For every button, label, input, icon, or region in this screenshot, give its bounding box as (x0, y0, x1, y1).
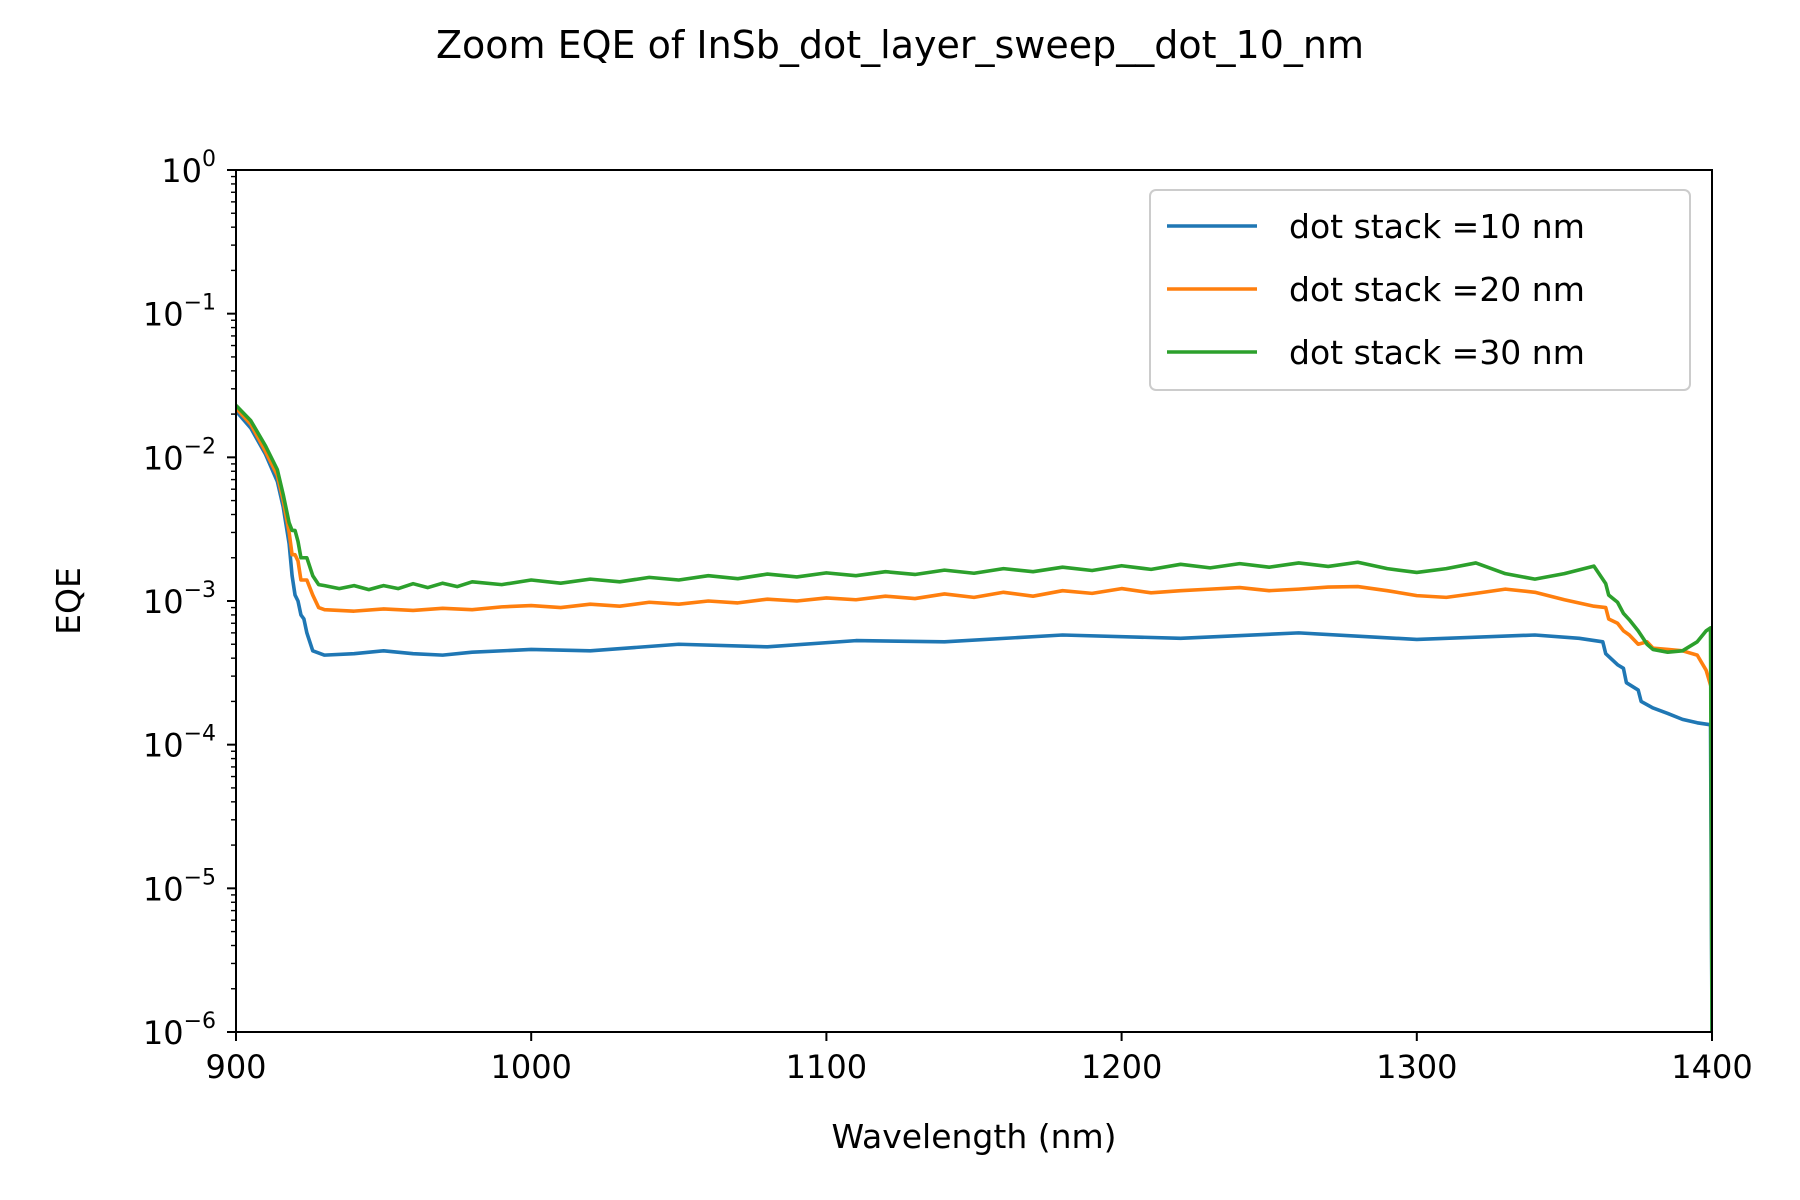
legend-label: dot stack =30 nm (1289, 333, 1585, 372)
x-tick-label: 1300 (1376, 1048, 1457, 1086)
legend-label: dot stack =20 nm (1289, 270, 1585, 309)
x-tick-label: 1400 (1671, 1048, 1752, 1086)
series-line (236, 404, 1712, 1032)
legend-label: dot stack =10 nm (1289, 207, 1585, 246)
x-axis-label: Wavelength (nm) (831, 1117, 1116, 1156)
y-tick-label: 10−3 (143, 578, 216, 621)
y-tick-label: 10−4 (143, 722, 216, 765)
chart-title: Zoom EQE of InSb_dot_layer_sweep__dot_10… (436, 23, 1364, 67)
y-tick-label: 10−5 (143, 865, 216, 908)
series-line (236, 406, 1712, 691)
y-axis-label: EQE (49, 567, 88, 635)
y-tick-label: 10−1 (143, 291, 216, 334)
x-tick-label: 1200 (1081, 1048, 1162, 1086)
legend-box (1149, 189, 1691, 391)
y-tick-label: 100 (161, 147, 216, 190)
y-tick-label: 10−2 (143, 434, 216, 477)
plot-frame (235, 169, 1713, 1033)
x-tick-label: 1100 (786, 1048, 867, 1086)
x-axis-ticks: 900 1000 1100 1200 1300 1400 (205, 1032, 1753, 1086)
x-tick-label: 1000 (490, 1048, 571, 1086)
series-layer (236, 404, 1712, 1032)
series-line (236, 409, 1712, 1032)
y-tick-label: 10−6 (143, 1009, 216, 1052)
legend: dot stack =10 nm dot stack =20 nm dot stac… (1149, 189, 1691, 391)
y-axis-ticks: 10−6 10−5 10−4 10−3 10−2 10−1 100 (143, 147, 236, 1052)
x-tick-label: 900 (205, 1048, 266, 1086)
